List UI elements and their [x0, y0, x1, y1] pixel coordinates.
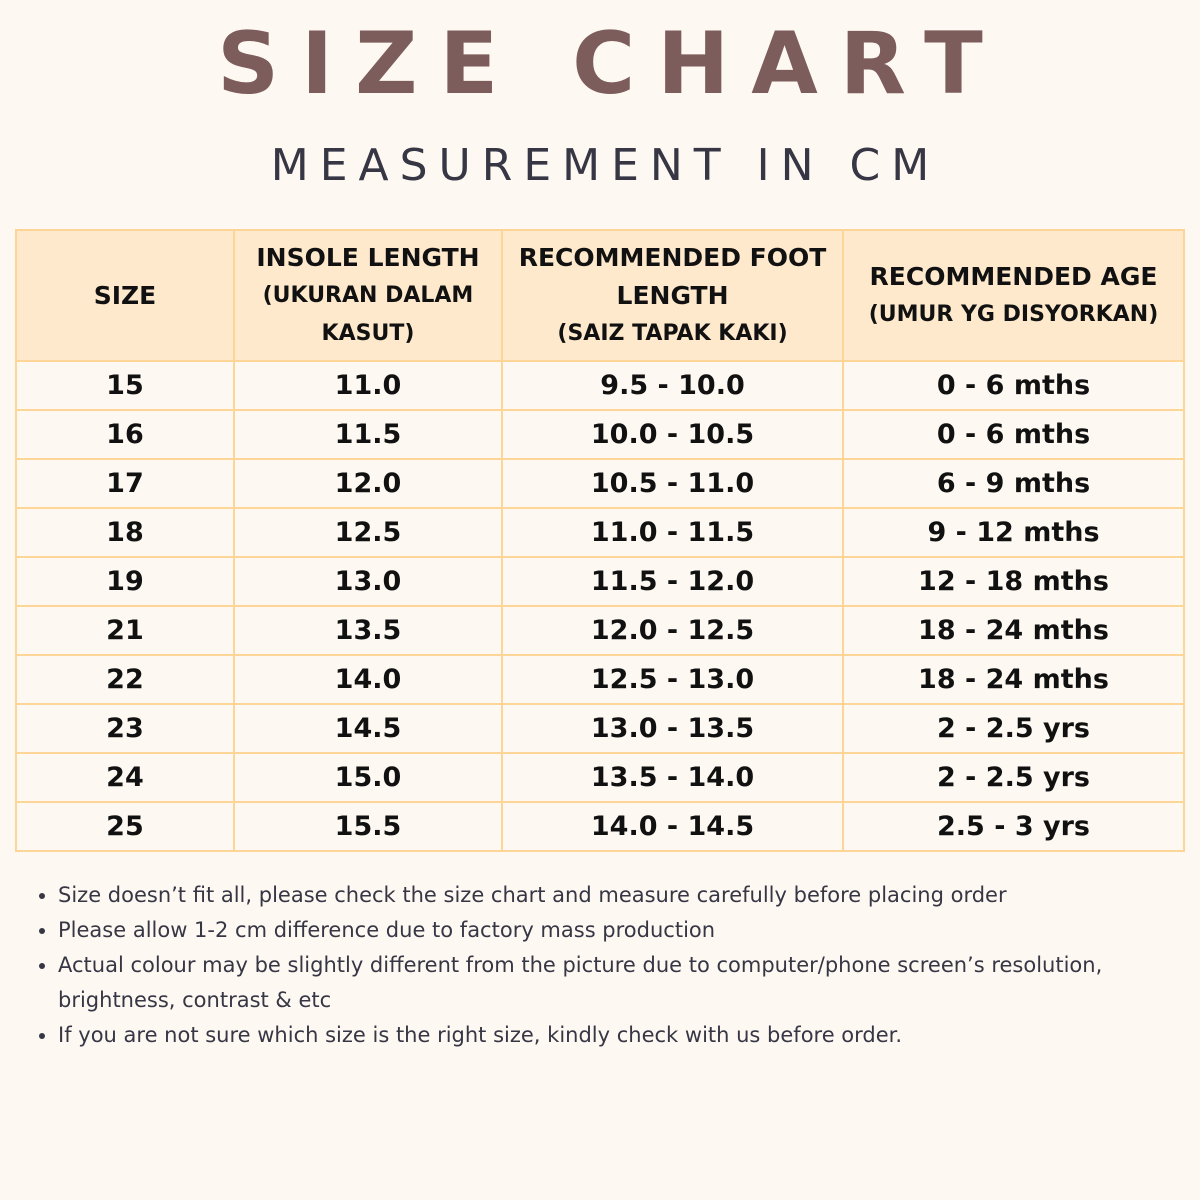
table-row: 23 14.5 13.0 - 13.5 2 - 2.5 yrs	[15, 703, 1185, 754]
page-subtitle: MEASUREMENT IN CM	[270, 140, 941, 191]
table-row: 16 11.5 10.0 - 10.5 0 - 6 mths	[15, 409, 1185, 460]
column-header-title: RECOMMENDED AGE	[869, 261, 1158, 291]
table-cell: 16	[15, 409, 235, 460]
note-item: Please allow 1-2 cm difference due to fa…	[58, 913, 1188, 948]
column-header-title: INSOLE LENGTH	[256, 242, 480, 272]
table-cell: 13.5	[232, 605, 504, 656]
table-cell: 0 - 6 mths	[842, 409, 1185, 460]
table-cell: 12.0 - 12.5	[501, 605, 844, 656]
table-cell: 15.5	[232, 801, 504, 852]
table-header-row: SIZE INSOLE LENGTH (UKURAN DALAM KASUT) REC…	[15, 229, 1185, 362]
table-cell: 2.5 - 3 yrs	[842, 801, 1185, 852]
table-cell: 13.0 - 13.5	[501, 703, 844, 754]
table-row: 15 11.0 9.5 - 10.0 0 - 6 mths	[15, 360, 1185, 411]
table-row: 22 14.0 12.5 - 13.0 18 - 24 mths	[15, 654, 1185, 705]
table-cell: 14.0	[232, 654, 504, 705]
table-cell: 12.0	[232, 458, 504, 509]
note-item: Actual colour may be slightly different …	[58, 948, 1188, 1018]
column-header: INSOLE LENGTH (UKURAN DALAM KASUT)	[232, 229, 504, 362]
table-cell: 11.5	[232, 409, 504, 460]
table-cell: 12.5	[232, 507, 504, 558]
note-item: Size doesn’t fit all, please check the s…	[58, 878, 1188, 913]
table-cell: 17	[15, 458, 235, 509]
table-cell: 25	[15, 801, 235, 852]
column-header-title: RECOMMENDED FOOT LENGTH	[518, 242, 827, 310]
table-cell: 10.5 - 11.0	[501, 458, 844, 509]
column-header-subtitle: (SAIZ TAPAK KAKI)	[557, 320, 788, 346]
table-cell: 11.0	[232, 360, 504, 411]
table-row: 25 15.5 14.0 - 14.5 2.5 - 3 yrs	[15, 801, 1185, 852]
table-cell: 15.0	[232, 752, 504, 803]
table-cell: 18 - 24 mths	[842, 654, 1185, 705]
page-title: SIZE CHART	[217, 14, 1005, 114]
table-cell: 6 - 9 mths	[842, 458, 1185, 509]
table-cell: 15	[15, 360, 235, 411]
table-cell: 9 - 12 mths	[842, 507, 1185, 558]
column-header: SIZE	[15, 229, 235, 362]
table-cell: 14.5	[232, 703, 504, 754]
table-cell: 12.5 - 13.0	[501, 654, 844, 705]
table-cell: 23	[15, 703, 235, 754]
column-header-subtitle: (UKURAN DALAM KASUT)	[262, 282, 474, 346]
column-header: RECOMMENDED AGE (UMUR YG DISYORKAN)	[842, 229, 1185, 362]
note-item: If you are not sure which size is the ri…	[58, 1018, 1188, 1053]
table-cell: 18	[15, 507, 235, 558]
table-row: 24 15.0 13.5 - 14.0 2 - 2.5 yrs	[15, 752, 1185, 803]
table-row: 18 12.5 11.0 - 11.5 9 - 12 mths	[15, 507, 1185, 558]
table-cell: 14.0 - 14.5	[501, 801, 844, 852]
table-cell: 19	[15, 556, 235, 607]
column-header-subtitle: (UMUR YG DISYORKAN)	[868, 301, 1159, 327]
column-header: RECOMMENDED FOOT LENGTH (SAIZ TAPAK KAKI)	[501, 229, 844, 362]
column-header-title: SIZE	[93, 280, 157, 310]
size-table: SIZE INSOLE LENGTH (UKURAN DALAM KASUT) REC…	[15, 229, 1185, 852]
notes-list: Size doesn’t fit all, please check the s…	[30, 878, 1188, 1053]
table-cell: 13.0	[232, 556, 504, 607]
table-cell: 18 - 24 mths	[842, 605, 1185, 656]
table-cell: 11.0 - 11.5	[501, 507, 844, 558]
table-row: 21 13.5 12.0 - 12.5 18 - 24 mths	[15, 605, 1185, 656]
table-cell: 11.5 - 12.0	[501, 556, 844, 607]
table-cell: 2 - 2.5 yrs	[842, 703, 1185, 754]
table-row: 19 13.0 11.5 - 12.0 12 - 18 mths	[15, 556, 1185, 607]
table-cell: 0 - 6 mths	[842, 360, 1185, 411]
table-cell: 10.0 - 10.5	[501, 409, 844, 460]
table-cell: 2 - 2.5 yrs	[842, 752, 1185, 803]
table-cell: 12 - 18 mths	[842, 556, 1185, 607]
table-cell: 21	[15, 605, 235, 656]
table-cell: 9.5 - 10.0	[501, 360, 844, 411]
table-cell: 24	[15, 752, 235, 803]
table-cell: 22	[15, 654, 235, 705]
table-cell: 13.5 - 14.0	[501, 752, 844, 803]
table-row: 17 12.0 10.5 - 11.0 6 - 9 mths	[15, 458, 1185, 509]
